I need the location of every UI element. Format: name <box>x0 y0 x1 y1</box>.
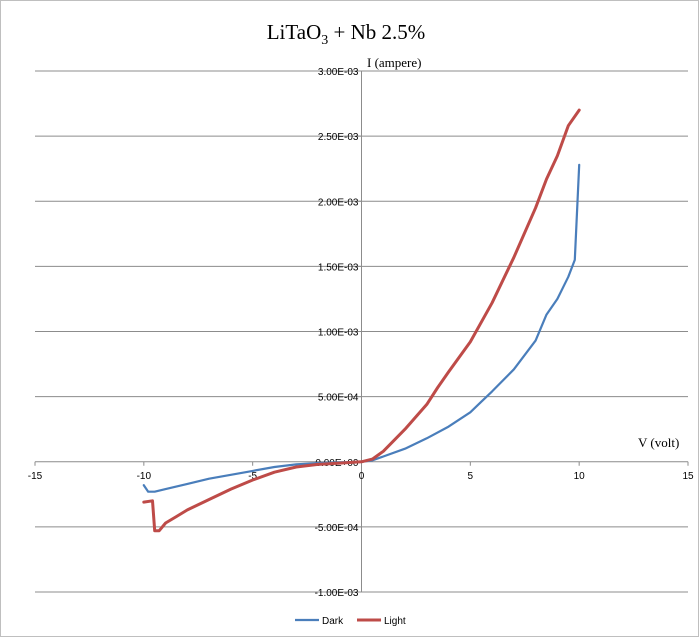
x-tick-labels: -15 -10 -5 0 5 10 15 <box>28 471 694 482</box>
y-tick-label: 1.50E-03 <box>318 262 359 273</box>
chart-title-rest: + Nb 2.5% <box>328 20 425 44</box>
y-tick-label: 1.00E-03 <box>318 328 359 339</box>
chart-title-subscript: 3 <box>321 33 328 48</box>
x-tick-label: 15 <box>682 471 694 482</box>
chart-title-main: LiTaO <box>267 20 322 44</box>
x-tick-label: 5 <box>468 471 474 482</box>
y-tick-label: 3.00E-03 <box>318 67 359 78</box>
chart-title: LiTaO3 + Nb 2.5% <box>267 20 426 48</box>
y-tick-label: 5.00E-04 <box>318 393 359 404</box>
x-tick-label: -5 <box>248 471 257 482</box>
series-line-dark <box>142 163 581 493</box>
data-series <box>142 108 581 533</box>
legend-label-dark: Dark <box>322 616 344 627</box>
x-tick-label: 10 <box>574 471 586 482</box>
y-tick-label: -1.00E-03 <box>315 588 359 599</box>
y-tick-labels: -1.00E-03-5.00E-040.00E+005.00E-041.00E-… <box>315 67 359 599</box>
y-tick-label: -5.00E-04 <box>315 523 359 534</box>
series-line-light <box>142 108 581 533</box>
y-axis-label: I (ampere) <box>367 55 422 70</box>
legend: Dark Light <box>295 616 406 627</box>
y-tick-label: 2.00E-03 <box>318 197 359 208</box>
y-tick-label: 2.50E-03 <box>318 132 359 143</box>
x-tick-label: -15 <box>28 471 43 482</box>
x-axis-label: V (volt) <box>638 435 679 450</box>
x-tick-label: 0 <box>359 471 365 482</box>
legend-label-light: Light <box>384 616 406 627</box>
x-tick-label: -10 <box>137 471 152 482</box>
